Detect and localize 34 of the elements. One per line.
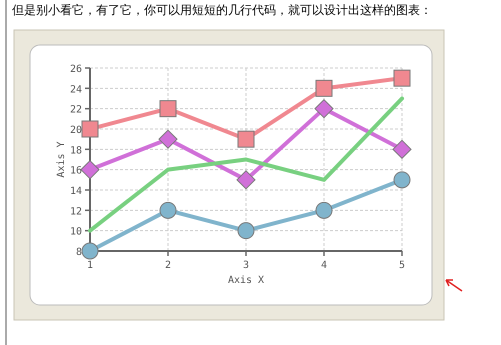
y-tick-label: 26 [70, 64, 82, 75]
y-tick-label: 18 [70, 145, 82, 156]
point [160, 100, 176, 118]
y-tick-label: 16 [70, 166, 82, 177]
point [82, 242, 98, 260]
x-tick-label: 5 [398, 260, 406, 271]
point [314, 99, 334, 118]
y-tick-label: 24 [70, 84, 82, 96]
y-tick-label: 22 [70, 104, 82, 116]
point [158, 130, 178, 149]
point [238, 130, 254, 148]
y-tick-label: 12 [70, 206, 82, 218]
chart-title: 但是别小看它，有了它，你可以用短短的几行代码，就可以设计出这样的图表： [12, 3, 432, 17]
point [80, 160, 100, 180]
y-tick-label: 10 [70, 226, 82, 238]
x-tick-label: 4 [320, 260, 328, 271]
point [316, 80, 332, 97]
y-axis-title: Axis Y [56, 141, 67, 178]
x-tick-label: 3 [242, 260, 250, 271]
line-series [88, 96, 404, 233]
point [236, 170, 256, 190]
y-tick-label: 8 [76, 247, 82, 258]
x-tick-label: 2 [164, 260, 172, 271]
point [394, 171, 410, 188]
x-tick-label: 1 [86, 260, 94, 271]
y-tick-label: 20 [70, 125, 82, 136]
point [392, 140, 412, 159]
point [238, 222, 254, 240]
point [316, 202, 332, 219]
y-tick-label: 14 [70, 186, 82, 197]
x-axis-title: Axis X [228, 275, 264, 286]
point [394, 70, 410, 87]
point [82, 120, 98, 138]
point [160, 202, 176, 219]
